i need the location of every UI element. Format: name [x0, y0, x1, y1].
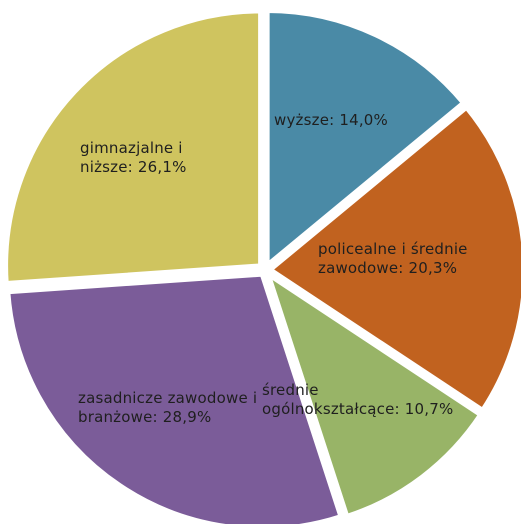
slice-label-policealne: policealne i średnie zawodowe: 20,3% — [318, 240, 468, 277]
pie-slice-srednie — [263, 267, 485, 520]
slice-label-zasadnicze: zasadnicze zawodowe i branżowe: 28,9% — [78, 389, 258, 426]
slice-label-srednie: średnie ogólnokształcące: 10,7% — [262, 381, 454, 418]
pie-slice-gimnazjalne — [3, 8, 264, 287]
pie-slice-policealne — [265, 103, 521, 414]
slice-label-wyzsze: wyższe: 14,0% — [274, 111, 389, 129]
pie-slice-wyzsze — [264, 7, 468, 271]
slice-label-gimnazjalne: gimnazjalne i niższe: 26,1% — [80, 139, 187, 176]
pie-slice-zasadnicze — [5, 271, 345, 524]
